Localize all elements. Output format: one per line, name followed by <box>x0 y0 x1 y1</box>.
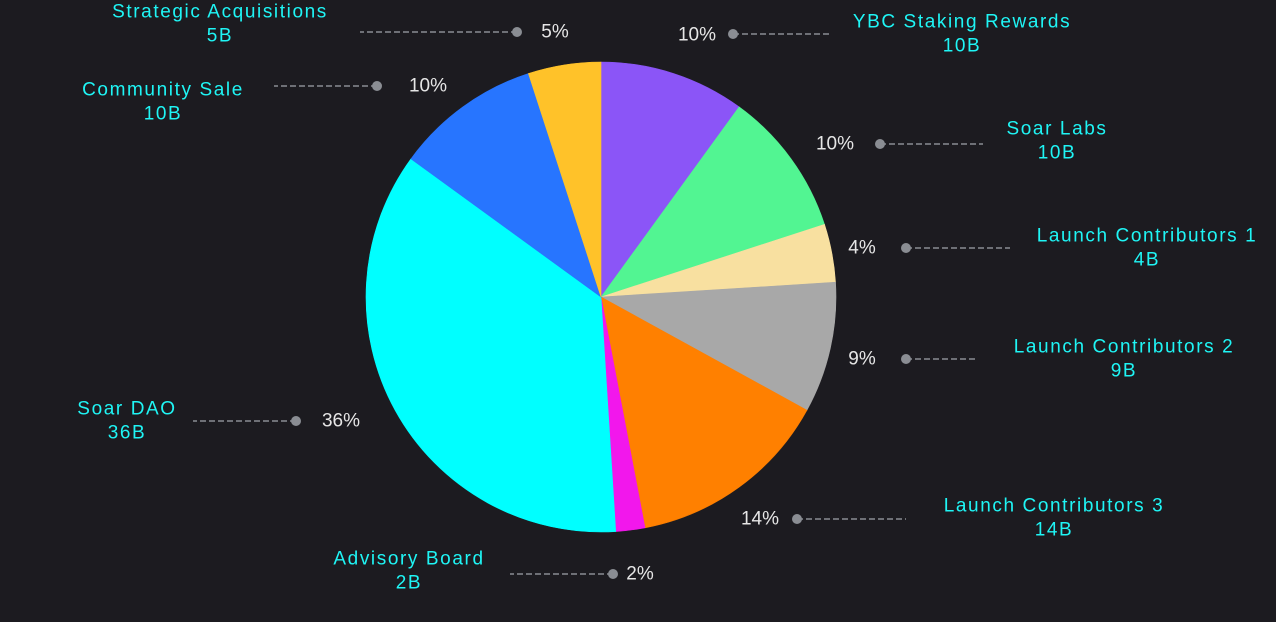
leader-dot <box>512 27 522 37</box>
leader-dot <box>792 514 802 524</box>
slice-value-label: 4B <box>1134 250 1160 271</box>
percent-label: 10% <box>678 25 716 46</box>
callout-advisory-board: 2% Advisory Board 2B <box>333 549 653 594</box>
pie-slice-strategic-acquisitions <box>528 61 602 298</box>
percent-label: 5% <box>541 22 569 43</box>
slice-name-label: Advisory Board <box>333 549 484 570</box>
slice-name-label: Soar Labs <box>1006 119 1107 140</box>
slice-name-label: Community Sale <box>82 80 244 101</box>
slice-value-label: 9B <box>1111 361 1137 382</box>
percent-label: 4% <box>848 238 876 259</box>
percent-label: 9% <box>848 349 876 370</box>
pie-slice-community-sale <box>410 73 602 298</box>
slice-value-label: 14B <box>1035 520 1074 541</box>
slice-value-label: 5B <box>207 26 233 47</box>
leader-dot <box>291 416 301 426</box>
slice-name-label: YBC Staking Rewards <box>853 12 1071 33</box>
callout-strategic-acquisitions: 5% Strategic Acquisitions 5B <box>112 2 569 47</box>
slice-value-label: 10B <box>144 104 183 125</box>
percent-label: 2% <box>626 564 654 585</box>
slice-name-label: Launch Contributors 1 <box>1037 226 1258 247</box>
slice-name-label: Launch Contributors 3 <box>944 496 1165 517</box>
slice-value-label: 10B <box>1038 143 1077 164</box>
callout-launch-contributors-3: 14% Launch Contributors 3 14B <box>741 496 1165 541</box>
callout-community-sale: 10% Community Sale 10B <box>82 76 447 125</box>
percent-label: 14% <box>741 509 779 530</box>
slice-value-label: 2B <box>396 573 422 594</box>
slice-name-label: Launch Contributors 2 <box>1014 337 1235 358</box>
pie-slice-soar-labs <box>600 106 825 298</box>
callout-ybc-staking-rewards: 10% YBC Staking Rewards 10B <box>678 12 1071 57</box>
slice-name-label: Soar DAO <box>77 399 176 420</box>
callout-launch-contributors-1: 4% Launch Contributors 1 4B <box>848 226 1258 271</box>
slice-name-label: Strategic Acquisitions <box>112 2 328 23</box>
callout-soar-labs: 10% Soar Labs 10B <box>816 119 1107 164</box>
pie-slice-ybc-staking-rewards <box>600 61 740 298</box>
leader-dot <box>372 81 382 91</box>
slice-value-label: 10B <box>943 36 982 57</box>
callout-launch-contributors-2: 9% Launch Contributors 2 9B <box>848 337 1235 382</box>
leader-dot <box>901 243 911 253</box>
pie-slice-soar-dao <box>365 158 617 533</box>
leader-dot <box>608 569 618 579</box>
leader-dot <box>875 139 885 149</box>
percent-label: 10% <box>816 134 854 155</box>
leader-dot <box>728 29 738 39</box>
pie-slice-launch-contributors-3 <box>600 296 808 529</box>
pie-slices <box>365 61 837 533</box>
slice-value-label: 36B <box>108 423 147 444</box>
leader-dot <box>901 354 911 364</box>
percent-label: 10% <box>409 76 447 97</box>
pie-slice-launch-contributors-2 <box>599 281 837 411</box>
callout-soar-dao: 36% Soar DAO 36B <box>77 399 360 444</box>
percent-label: 36% <box>322 411 360 432</box>
pie-callouts: 10% YBC Staking Rewards 10B 10% Soar Labs 10B… <box>77 2 1258 594</box>
